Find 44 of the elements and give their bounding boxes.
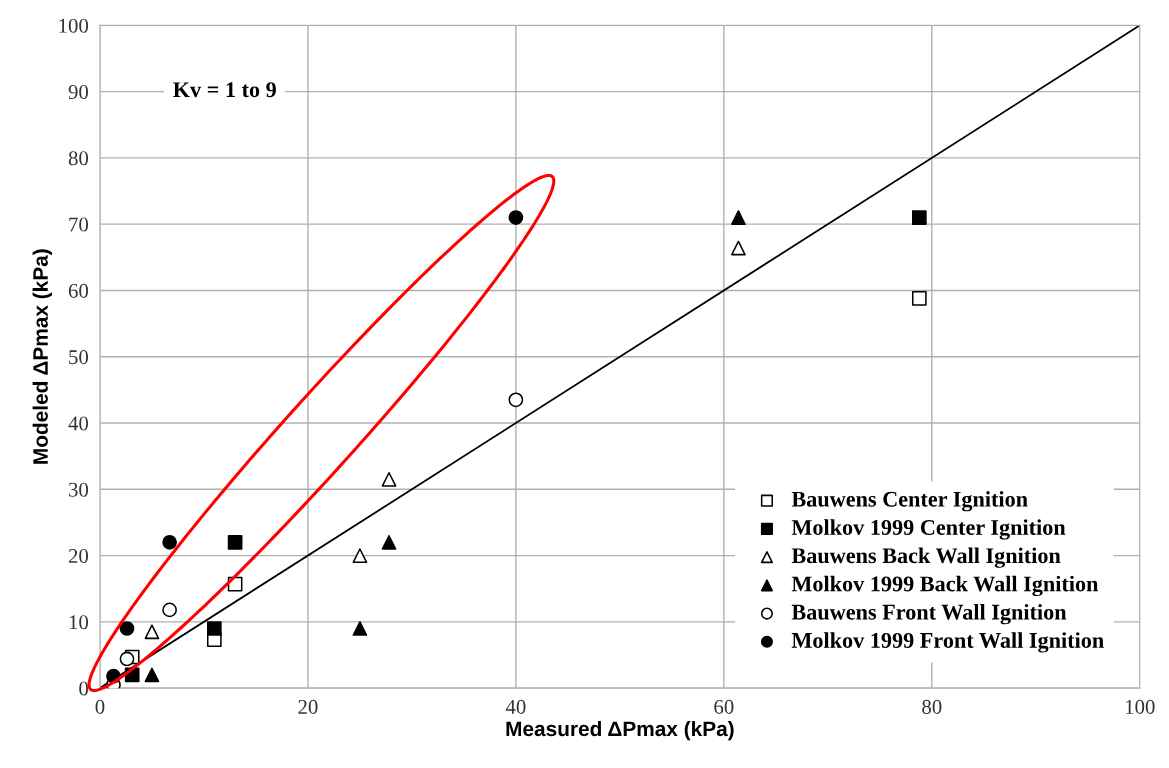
point [352, 621, 368, 636]
point [206, 621, 222, 636]
legend-label: Bauwens Center Ignition [791, 491, 1028, 512]
point [731, 240, 746, 256]
x-tick-label: 100 [1125, 699, 1155, 714]
y-tick-label: 80 [68, 151, 89, 166]
legend-label: Molkov 1999 Center Ignition [791, 519, 1066, 540]
y-tick-label: 90 [68, 85, 89, 100]
y-tick-label: 70 [69, 217, 89, 232]
x-tick-label: 0 [95, 699, 105, 714]
point [227, 534, 243, 550]
point [144, 624, 160, 640]
point [119, 621, 135, 636]
y-tick-label: 0 [79, 681, 89, 696]
legend-label: Molkov 1999 Front Wall Ignition [791, 632, 1104, 653]
point [144, 667, 160, 683]
y-axis-title: Modeled ΔPmax (kPa) [32, 249, 53, 464]
y-tick-label: 30 [69, 482, 89, 497]
point [381, 534, 397, 550]
y-tick-label: 10 [69, 615, 89, 630]
y-tick-label: 20 [68, 548, 89, 563]
x-tick-label: 60 [714, 699, 734, 714]
legend-label: Molkov 1999 Back Wall Ignition [791, 575, 1099, 597]
point [911, 210, 927, 225]
legend-label: Bauwens Front Wall Ignition [791, 604, 1067, 625]
y-tick-label: 40 [68, 416, 89, 431]
x-tick-label: 40 [505, 699, 526, 714]
x-tick-label: 80 [922, 699, 942, 714]
annotation: Kv = 1 to 9 [173, 82, 276, 98]
point [508, 210, 524, 225]
y-tick-label: 60 [68, 283, 89, 298]
point [731, 210, 746, 225]
x-axis-title: Measured ΔPmax (kPa) [506, 720, 734, 741]
y-tick-label: 50 [69, 350, 89, 365]
point [381, 471, 397, 487]
x-tick-label: 20 [298, 699, 318, 714]
point [162, 534, 177, 550]
legend-label: Bauwens Back Wall Ignition [791, 547, 1061, 568]
point [352, 548, 368, 563]
point [911, 291, 927, 306]
y-tick-label: 100 [59, 18, 89, 33]
point [508, 392, 524, 408]
point [162, 602, 177, 618]
point [119, 651, 135, 667]
